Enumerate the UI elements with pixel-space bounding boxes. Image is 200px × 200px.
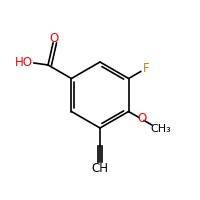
Text: HO: HO <box>15 56 33 70</box>
Text: O: O <box>137 112 146 125</box>
Text: F: F <box>143 62 149 75</box>
Text: CH: CH <box>92 162 108 176</box>
Text: CH₃: CH₃ <box>150 124 171 134</box>
Text: O: O <box>49 31 59 45</box>
